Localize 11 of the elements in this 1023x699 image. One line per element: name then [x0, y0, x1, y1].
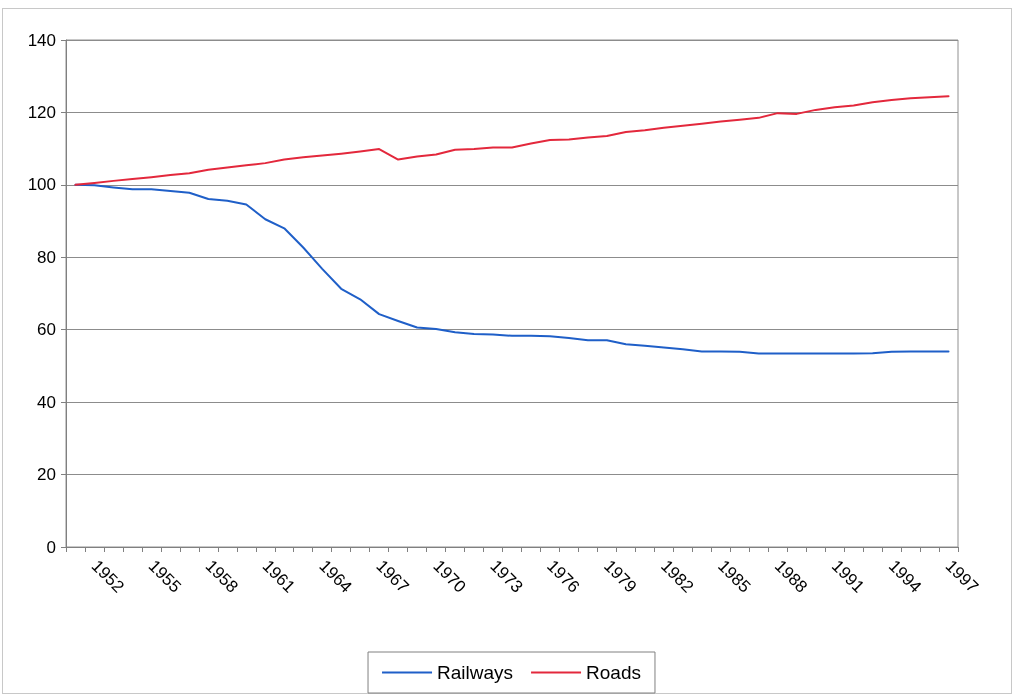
y-tick-label: 100	[27, 175, 56, 195]
y-tick-label: 140	[27, 30, 56, 50]
line-series	[74, 95, 950, 186]
y-tick-label: 120	[27, 102, 56, 122]
y-tick-label: 40	[37, 392, 56, 412]
y-tick-label: 60	[37, 320, 56, 340]
y-tick-label: 0	[46, 537, 56, 557]
y-tick-label: 80	[37, 247, 56, 267]
legend-label: Roads	[586, 662, 641, 683]
legend-label: Railways	[437, 662, 514, 683]
y-tick-label: 20	[37, 465, 56, 485]
